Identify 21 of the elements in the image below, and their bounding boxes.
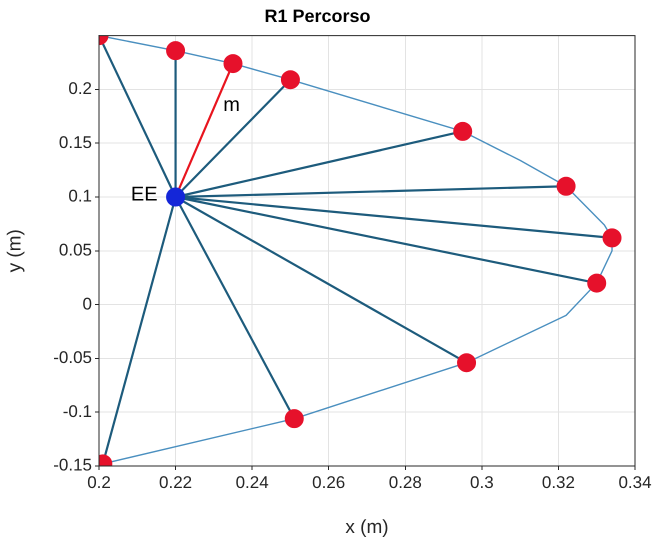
x-tick-label: 0.3 [470, 472, 494, 492]
annotation: EE [130, 184, 158, 206]
x-tick-label: 0.34 [618, 472, 652, 492]
x-tick-label: 0.22 [159, 472, 192, 492]
y-tick-label: 0.1 [68, 186, 92, 206]
chart-title: R1 Percorso [264, 6, 371, 26]
y-tick-label: 0.2 [68, 79, 92, 98]
y-tick-label: 0.15 [58, 132, 92, 152]
x-axis-title: x (m) [345, 516, 389, 538]
y-tick-label: -0.15 [53, 456, 92, 475]
annotation: m [223, 94, 240, 116]
x-tick-label: 0.2 [87, 472, 111, 492]
y-tick-label: -0.05 [53, 348, 92, 368]
x-tick-label: 0.32 [542, 472, 575, 492]
x-tick-label: 0.24 [236, 472, 269, 492]
x-tick-label: 0.26 [312, 472, 346, 492]
y-tick-label: 0 [82, 294, 92, 314]
y-tick-label: 0.05 [58, 240, 92, 260]
y-tick-label: -0.1 [62, 402, 92, 421]
x-tick-label: 0.28 [388, 472, 422, 492]
y-axis-title: y (m) [4, 229, 26, 272]
